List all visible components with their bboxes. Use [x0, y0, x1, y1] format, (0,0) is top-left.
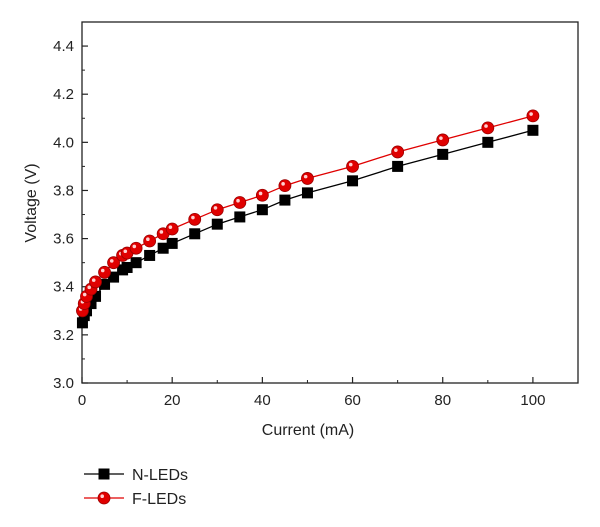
- data-point-highlight: [303, 174, 308, 179]
- data-point-highlight: [123, 249, 128, 254]
- data-point: [99, 278, 111, 290]
- data-point-highlight: [529, 112, 533, 116]
- data-point: [121, 261, 133, 273]
- x-tick-label: 60: [344, 392, 361, 409]
- y-axis-title: Voltage (V): [23, 163, 40, 242]
- data-point: [481, 121, 495, 135]
- y-tick-label: 4.4: [53, 38, 74, 55]
- data-point: [301, 187, 313, 199]
- data-point-highlight: [484, 124, 488, 128]
- data-point: [143, 234, 157, 248]
- data-point-highlight: [348, 162, 353, 167]
- data-point-highlight: [236, 198, 240, 203]
- data-point: [98, 265, 111, 279]
- data-point: [76, 317, 88, 329]
- data-point-highlight: [168, 225, 173, 229]
- legend: N-LEDs F-LEDs: [84, 467, 188, 508]
- y-tick-label: 4.2: [53, 86, 74, 103]
- data-point: [129, 241, 143, 255]
- data-point-highlight: [146, 237, 150, 242]
- data-point: [392, 160, 404, 172]
- y-tick-label: 3.4: [53, 279, 74, 296]
- data-point-highlight: [258, 191, 263, 196]
- data-point: [157, 242, 169, 254]
- data-point-highlight: [439, 136, 443, 140]
- x-axis-title: Current (mA): [262, 422, 354, 439]
- x-tick-label: 100: [520, 392, 545, 409]
- series-line: [81, 115, 534, 311]
- data-point: [346, 159, 359, 173]
- data-point: [188, 212, 202, 226]
- data-point: [189, 228, 201, 240]
- data-point-highlight: [82, 292, 87, 297]
- data-point: [85, 298, 97, 310]
- data-point: [166, 237, 178, 249]
- data-point: [391, 145, 405, 159]
- data-point: [482, 136, 494, 148]
- x-tick-label: 20: [164, 392, 181, 409]
- legend-entry-f-leds: F-LEDs: [84, 491, 186, 508]
- legend-marker: [97, 491, 111, 505]
- series-f-leds: [76, 109, 540, 318]
- legend-marker-highlight: [100, 494, 104, 499]
- data-point: [278, 179, 292, 193]
- y-tick-label: 4.0: [53, 134, 74, 151]
- y-tick-label: 3.6: [53, 231, 74, 248]
- tick-labels: 0 20 40 60 80 100 3.0 3.2 3.4 3.6 3.8 4.0 4.2 4.4: [53, 38, 545, 409]
- data-point: [108, 271, 120, 283]
- data-point-highlight: [132, 244, 137, 249]
- series-layer: [76, 109, 540, 329]
- y-tick-label: 3.2: [53, 327, 74, 344]
- y-tick-label: 3.0: [53, 375, 74, 392]
- axis-ticks: [81, 45, 534, 384]
- data-point: [144, 249, 156, 261]
- data-point: [211, 218, 223, 230]
- data-point: [301, 172, 314, 185]
- data-point-highlight: [394, 148, 398, 152]
- legend-label: F-LEDs: [132, 491, 186, 508]
- plot-frame: [81, 21, 579, 384]
- series-n-leds: [76, 124, 539, 329]
- data-point-highlight: [191, 215, 195, 220]
- data-point: [255, 188, 269, 202]
- data-point: [279, 194, 291, 206]
- data-point-highlight: [281, 182, 285, 186]
- legend-entry-n-leds: N-LEDs: [84, 467, 188, 484]
- x-tick-label: 0: [78, 392, 86, 409]
- data-point: [436, 133, 450, 147]
- data-point: [234, 211, 246, 223]
- data-point: [347, 175, 359, 187]
- data-point: [256, 204, 268, 216]
- data-point-highlight: [100, 268, 105, 273]
- data-point: [89, 275, 102, 289]
- y-tick-label: 3.8: [53, 182, 74, 199]
- x-tick-label: 40: [254, 392, 271, 409]
- data-point: [526, 109, 540, 123]
- data-point: [90, 290, 102, 302]
- x-tick-label: 80: [434, 392, 451, 409]
- data-point: [527, 124, 539, 136]
- data-point-highlight: [159, 230, 164, 234]
- legend-label: N-LEDs: [132, 467, 188, 484]
- data-point-highlight: [213, 206, 218, 210]
- data-point-highlight: [91, 278, 96, 282]
- data-point: [437, 148, 449, 160]
- legend-marker: [98, 468, 110, 480]
- data-point: [130, 257, 142, 269]
- data-point: [210, 203, 224, 217]
- series-line: [81, 129, 534, 323]
- data-point: [233, 196, 247, 209]
- data-point-highlight: [109, 259, 114, 263]
- data-point: [165, 222, 179, 236]
- data-point-highlight: [87, 285, 92, 290]
